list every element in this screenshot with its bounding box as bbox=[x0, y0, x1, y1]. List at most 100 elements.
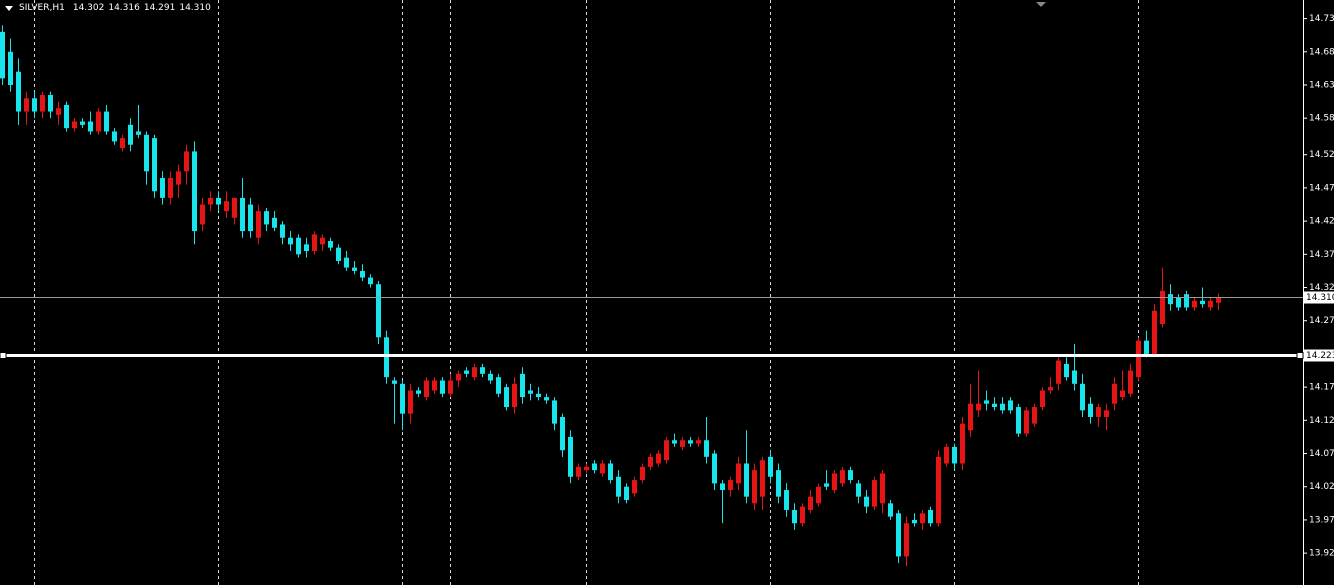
candle-body bbox=[864, 496, 869, 507]
line-handle bbox=[1296, 352, 1304, 359]
candle-body bbox=[344, 257, 349, 268]
candle-body bbox=[896, 513, 901, 557]
candle-body bbox=[792, 509, 797, 524]
y-tick-label: 14.025 bbox=[1309, 482, 1334, 492]
candle-body bbox=[328, 241, 333, 248]
candle-body bbox=[1080, 383, 1085, 411]
candle-body bbox=[936, 456, 941, 524]
candle-body bbox=[408, 390, 413, 414]
candle-body bbox=[648, 456, 653, 467]
candle-body bbox=[256, 211, 261, 238]
candle-body bbox=[832, 473, 837, 491]
price-label: 14.223 bbox=[1306, 351, 1334, 361]
candle-body bbox=[216, 197, 221, 205]
candle-body bbox=[1104, 410, 1109, 418]
price-label: 14.310 bbox=[1306, 293, 1334, 303]
candle-body bbox=[392, 380, 397, 384]
candle-body bbox=[416, 390, 421, 394]
candle-body bbox=[192, 151, 197, 232]
candle-body bbox=[640, 466, 645, 481]
candle-body bbox=[1176, 297, 1181, 308]
candle-body bbox=[104, 111, 109, 132]
candle-body bbox=[1168, 294, 1173, 305]
y-tick-label: 14.630 bbox=[1309, 80, 1334, 90]
candle-body bbox=[912, 519, 917, 524]
candle-body bbox=[440, 380, 445, 394]
candle-body bbox=[728, 480, 733, 491]
candle-body bbox=[264, 211, 269, 225]
candle-body bbox=[1056, 360, 1061, 384]
candle-body bbox=[816, 486, 821, 504]
candle-body bbox=[88, 121, 93, 132]
candle-body bbox=[360, 270, 365, 278]
candle-body bbox=[1040, 390, 1045, 408]
candle-body bbox=[696, 440, 701, 444]
candle-body bbox=[1000, 403, 1005, 411]
candle-body bbox=[672, 440, 677, 444]
candle-body bbox=[1200, 300, 1205, 305]
candle-body bbox=[448, 380, 453, 394]
candle-body bbox=[512, 383, 517, 408]
candle-body bbox=[48, 94, 53, 112]
candle-body bbox=[176, 171, 181, 185]
candle-body bbox=[248, 204, 253, 232]
candle-body bbox=[432, 380, 437, 391]
candle-body bbox=[480, 367, 485, 374]
candle-body bbox=[120, 138, 125, 149]
candle-body bbox=[1072, 370, 1077, 384]
candle-body bbox=[944, 446, 949, 464]
candle-body bbox=[528, 390, 533, 394]
candle-body bbox=[656, 453, 661, 464]
candle-body bbox=[800, 506, 805, 524]
y-tick-label: 14.580 bbox=[1309, 114, 1334, 124]
candle-body bbox=[224, 201, 229, 212]
candle-body bbox=[8, 51, 13, 85]
candle-body bbox=[136, 131, 141, 135]
candle-body bbox=[704, 440, 709, 457]
candle-body bbox=[424, 380, 429, 398]
ohlc-open: 14.302 bbox=[72, 3, 105, 13]
chart-shift-marker bbox=[1036, 2, 1046, 7]
candle-body bbox=[600, 463, 605, 474]
candle-body bbox=[584, 466, 589, 471]
candle-body bbox=[80, 121, 85, 125]
candle-body bbox=[856, 483, 861, 497]
candle-body bbox=[1192, 300, 1197, 308]
candle-body bbox=[712, 453, 717, 484]
candle-body bbox=[904, 523, 909, 557]
candle-body bbox=[536, 393, 541, 398]
candle-body bbox=[928, 509, 933, 524]
candle-body bbox=[368, 277, 373, 285]
candle-body bbox=[920, 513, 925, 524]
candle-body bbox=[56, 108, 61, 115]
y-tick-label: 14.425 bbox=[1309, 217, 1334, 227]
candle-body bbox=[720, 483, 725, 491]
y-tick-label: 14.375 bbox=[1309, 250, 1334, 260]
candle-body bbox=[1120, 390, 1125, 398]
candle-body bbox=[952, 446, 957, 464]
candle-body bbox=[336, 247, 341, 261]
candle-body bbox=[632, 480, 637, 494]
candle-body bbox=[616, 476, 621, 497]
candle-body bbox=[1032, 407, 1037, 424]
candle-body bbox=[40, 94, 45, 112]
ohlc-low: 14.291 bbox=[143, 3, 176, 13]
candle-body bbox=[592, 463, 597, 471]
candle-body bbox=[1112, 383, 1117, 404]
symbol-label: SILVER,H1 bbox=[19, 3, 65, 13]
candle-body bbox=[320, 237, 325, 245]
candle-body bbox=[736, 463, 741, 484]
candle-body bbox=[872, 480, 877, 507]
candle-body bbox=[400, 383, 405, 414]
candle-body bbox=[1016, 407, 1021, 434]
ohlc-high: 14.316 bbox=[108, 3, 140, 13]
candle-body bbox=[1064, 363, 1069, 378]
candle-body bbox=[976, 403, 981, 411]
candle-body bbox=[984, 400, 989, 404]
header-menu-arrow[interactable] bbox=[5, 5, 13, 11]
candle-body bbox=[168, 177, 173, 198]
candle-body bbox=[888, 503, 893, 517]
